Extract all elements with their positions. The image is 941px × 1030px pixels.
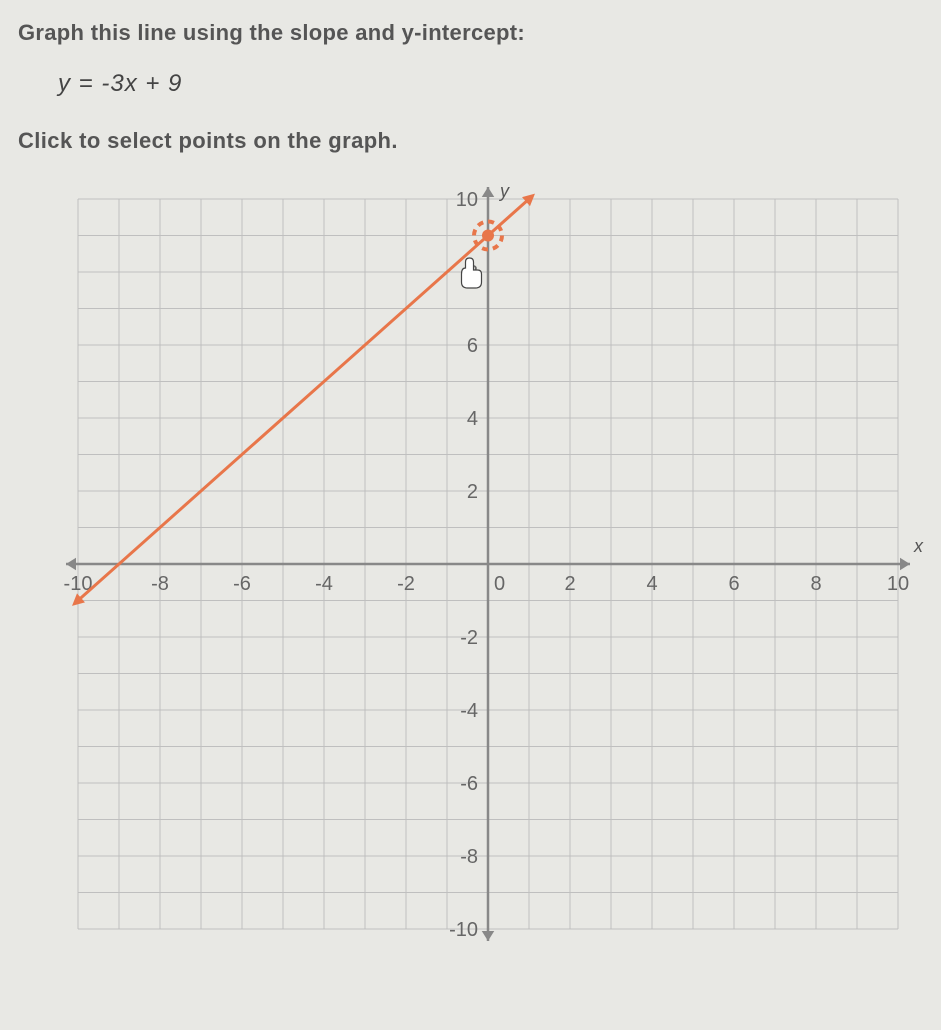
y-axis-arrow-up xyxy=(482,187,495,197)
y-tick-label: -2 xyxy=(460,627,478,649)
x-axis-arrow-right xyxy=(900,558,910,571)
y-tick-label: -6 xyxy=(460,773,478,795)
y-axis-label: y xyxy=(498,184,510,201)
graph-area[interactable]: xy-10-8-6-4-20246810-10-8-6-4-2246810 xyxy=(48,184,928,944)
y-tick-label: 4 xyxy=(467,408,478,430)
question-prompt: Graph this line using the slope and y-in… xyxy=(18,20,923,46)
x-tick-label: -8 xyxy=(151,573,169,595)
x-tick-label: -4 xyxy=(315,573,333,595)
equation-text: y = -3x + 9 xyxy=(58,70,923,98)
x-tick-label: 6 xyxy=(728,573,739,595)
y-tick-label: 6 xyxy=(467,335,478,357)
x-axis-label: x xyxy=(913,536,924,556)
x-axis-arrow-left xyxy=(66,558,76,571)
y-tick-label: 10 xyxy=(456,189,478,211)
x-tick-label: 4 xyxy=(646,573,657,595)
x-tick-label: -2 xyxy=(397,573,415,595)
y-tick-label: -10 xyxy=(449,919,478,941)
y-tick-label: -4 xyxy=(460,700,478,722)
y-axis-arrow-down xyxy=(482,931,495,941)
x-tick-label: 8 xyxy=(810,573,821,595)
x-tick-label: 2 xyxy=(564,573,575,595)
instruction-text: Click to select points on the graph. xyxy=(18,128,923,154)
x-tick-label: 10 xyxy=(887,573,909,595)
cursor-hand-icon xyxy=(462,258,482,288)
coordinate-graph[interactable]: xy-10-8-6-4-20246810-10-8-6-4-2246810 xyxy=(48,184,928,944)
placed-point[interactable] xyxy=(482,230,494,242)
y-tick-label: 2 xyxy=(467,481,478,503)
plotted-line[interactable] xyxy=(78,199,529,601)
x-tick-label: 0 xyxy=(494,573,505,595)
y-tick-label: -8 xyxy=(460,846,478,868)
x-tick-label: -6 xyxy=(233,573,251,595)
